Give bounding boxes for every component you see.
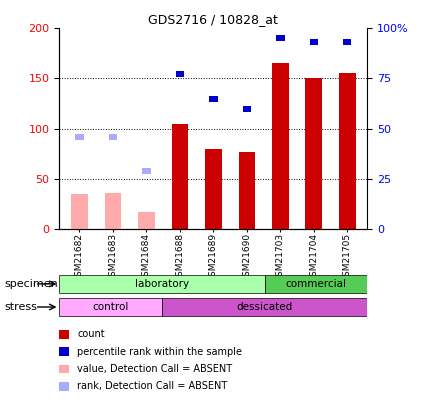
Bar bbox=[205, 149, 222, 229]
FancyBboxPatch shape bbox=[59, 298, 162, 316]
Bar bbox=[75, 134, 84, 140]
Bar bbox=[105, 193, 121, 229]
Text: rank, Detection Call = ABSENT: rank, Detection Call = ABSENT bbox=[77, 382, 227, 391]
Text: specimen: specimen bbox=[4, 279, 58, 289]
Bar bbox=[176, 71, 184, 77]
Bar bbox=[138, 212, 155, 229]
Title: GDS2716 / 10828_at: GDS2716 / 10828_at bbox=[148, 13, 279, 26]
FancyBboxPatch shape bbox=[59, 275, 265, 293]
Text: percentile rank within the sample: percentile rank within the sample bbox=[77, 347, 242, 356]
Bar bbox=[172, 124, 188, 229]
Bar bbox=[109, 134, 117, 140]
Text: laboratory: laboratory bbox=[135, 279, 189, 289]
Bar bbox=[276, 35, 285, 41]
Bar bbox=[238, 151, 255, 229]
Bar bbox=[209, 96, 218, 102]
Bar bbox=[305, 79, 322, 229]
Bar bbox=[142, 168, 150, 174]
Text: control: control bbox=[92, 302, 129, 312]
FancyBboxPatch shape bbox=[162, 298, 367, 316]
Text: value, Detection Call = ABSENT: value, Detection Call = ABSENT bbox=[77, 364, 232, 374]
Text: stress: stress bbox=[4, 302, 37, 312]
Text: dessicated: dessicated bbox=[237, 302, 293, 312]
Bar bbox=[71, 194, 88, 229]
Bar bbox=[339, 73, 356, 229]
Bar bbox=[310, 39, 318, 45]
Text: count: count bbox=[77, 329, 105, 339]
Bar bbox=[343, 39, 352, 45]
Bar bbox=[272, 64, 289, 229]
Text: commercial: commercial bbox=[286, 279, 347, 289]
FancyBboxPatch shape bbox=[265, 275, 367, 293]
Bar bbox=[243, 106, 251, 111]
